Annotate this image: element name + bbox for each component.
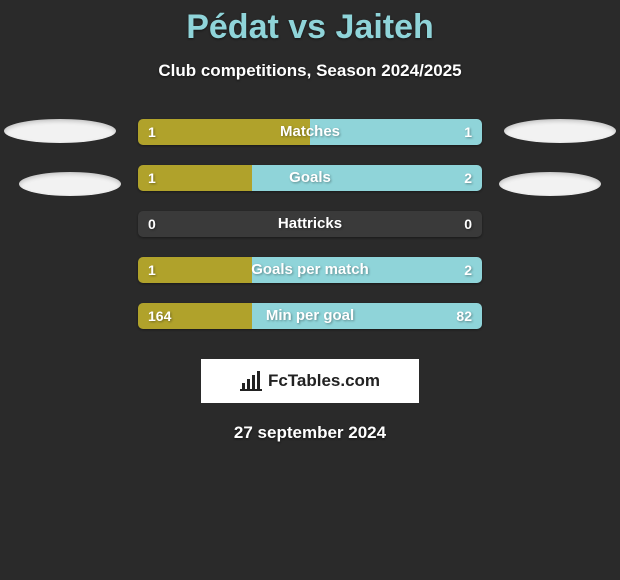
player1-bar	[138, 303, 252, 329]
brand-label: FcTables.com	[268, 371, 380, 391]
stat-row: 0 0Hattricks	[138, 211, 482, 237]
brand-box[interactable]: FcTables.com	[201, 359, 419, 403]
player2-bar	[252, 257, 482, 283]
player2-badge-top	[504, 119, 616, 143]
stat-label: Hattricks	[138, 211, 482, 237]
player2-bar	[310, 119, 482, 145]
chart-icon	[240, 371, 264, 391]
subtitle: Club competitions, Season 2024/2025	[158, 61, 461, 81]
player2-value: 0	[464, 211, 472, 237]
player2-bar	[252, 303, 482, 329]
comparison-widget: Pédat vs Jaiteh Club competitions, Seaso…	[0, 0, 620, 443]
stats-section: 11Matches 12Goals 0 0Hattricks 12Goals per m…	[0, 119, 620, 349]
player1-bar	[138, 165, 252, 191]
player2-bar	[252, 165, 482, 191]
player1-bar	[138, 257, 252, 283]
player1-bar	[138, 119, 310, 145]
stat-row: 11Matches	[138, 119, 482, 145]
player1-value: 0	[148, 211, 156, 237]
player2-badge-bottom	[499, 172, 601, 196]
date-label: 27 september 2024	[234, 423, 386, 443]
player1-badge-top	[4, 119, 116, 143]
stat-row: 16482Min per goal	[138, 303, 482, 329]
page-title: Pédat vs Jaiteh	[186, 8, 434, 47]
player1-badge-bottom	[19, 172, 121, 196]
stat-row: 12Goals per match	[138, 257, 482, 283]
stat-row: 12Goals	[138, 165, 482, 191]
